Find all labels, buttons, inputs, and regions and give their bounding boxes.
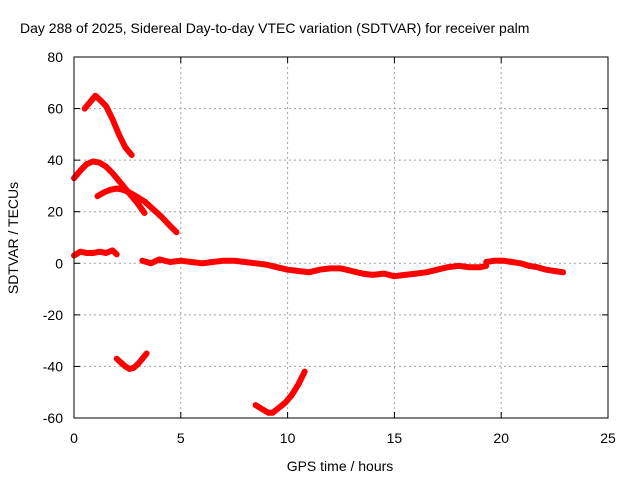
series-arc-peak-65 [81,92,135,158]
y-tick-label: 40 [47,152,63,168]
x-tick-label: 25 [600,430,616,446]
y-tick-label: -40 [43,358,63,374]
data-series [71,92,567,416]
y-tick-label: 60 [47,101,63,117]
y-tick-label: 20 [47,204,63,220]
series-arc-near-zero-long [139,256,490,280]
grid-lines [74,57,608,418]
x-axis-label: GPS time / hours [287,458,394,474]
series-arc-trough-40 [113,350,150,372]
series-arc-near-zero-early [71,247,120,259]
y-tick-label: 80 [47,49,63,65]
y-axis-label: SDTVAR / TECUs [5,182,21,294]
axis-ticks: 0 5 10 15 20 25 80 60 40 20 0 -20 -40 -60 [43,49,616,446]
series-arc-peak-29 [94,185,180,236]
y-tick-label: 0 [55,255,63,271]
x-tick-label: 20 [493,430,509,446]
x-tick-label: 0 [70,430,78,446]
x-tick-label: 15 [387,430,403,446]
x-tick-label: 5 [177,430,185,446]
y-tick-label: -60 [43,410,63,426]
plot-frame [73,56,609,419]
series-arc-near-zero-late [483,257,567,276]
y-tick-label: -20 [43,307,63,323]
chart-title: Day 288 of 2025, Sidereal Day-to-day VTE… [20,20,529,36]
series-arc-trough-58 [252,368,308,416]
x-tick-label: 10 [280,430,296,446]
